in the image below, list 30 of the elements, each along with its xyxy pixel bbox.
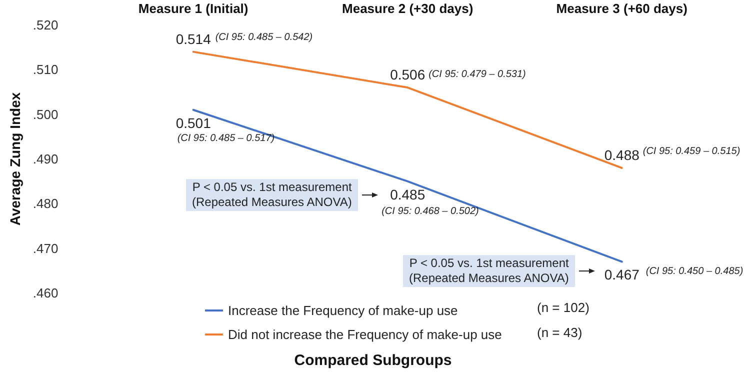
x-tick-label: Measure 3 (+60 days) [556, 1, 688, 16]
annotation: (CI 95: 0.468 – 0.502) [382, 206, 479, 218]
x-axis-title: Compared Subgroups [294, 352, 452, 369]
data-label: 0.467 [604, 266, 640, 283]
y-tick-label: .490 [32, 152, 58, 166]
annotation: (CI 95: 0.450 – 0.485) [646, 266, 744, 277]
text: (n = 43) [537, 325, 582, 340]
annotation: (CI 95: 0.459 – 0.515) [642, 146, 740, 157]
y-tick-label: .500 [32, 106, 58, 122]
data-label: 0.485 [390, 186, 426, 202]
annotation: (CI 95: 0.479 – 0.531) [428, 68, 526, 80]
data-label: 0.488 [604, 146, 640, 163]
annotation: P < 0.05 vs. 1st measurement (Repeated Measures ANOVA) [186, 179, 358, 211]
y-tick-label: .520 [32, 18, 58, 32]
data-label: 0.514 [176, 30, 212, 47]
y-tick-label: .470 [32, 240, 58, 256]
y-tick-label: .460 [32, 286, 58, 300]
text: (n = 102) [537, 300, 590, 315]
data-label: 0.501 [176, 114, 212, 131]
annotation: P < 0.05 vs. 1st measurement (Repeated Measures ANOVA) [403, 255, 575, 287]
legend-label: Increase the Frequency of make-up use [228, 303, 458, 318]
x-tick-label: Measure 1 (Initial) [138, 1, 248, 16]
annotation: (CI 95: 0.485 – 0.517) [177, 132, 275, 144]
y-axis-title: Average Zung Index [7, 92, 23, 226]
legend-label: Did not increase the Frequency of make-up use [228, 327, 502, 342]
y-tick-label: .510 [32, 62, 58, 78]
annotation: (CI 95: 0.485 – 0.542) [215, 32, 313, 43]
x-tick-label: Measure 2 (+30 days) [342, 1, 474, 16]
data-label: 0.506 [390, 66, 426, 83]
y-tick-label: .480 [32, 196, 58, 212]
